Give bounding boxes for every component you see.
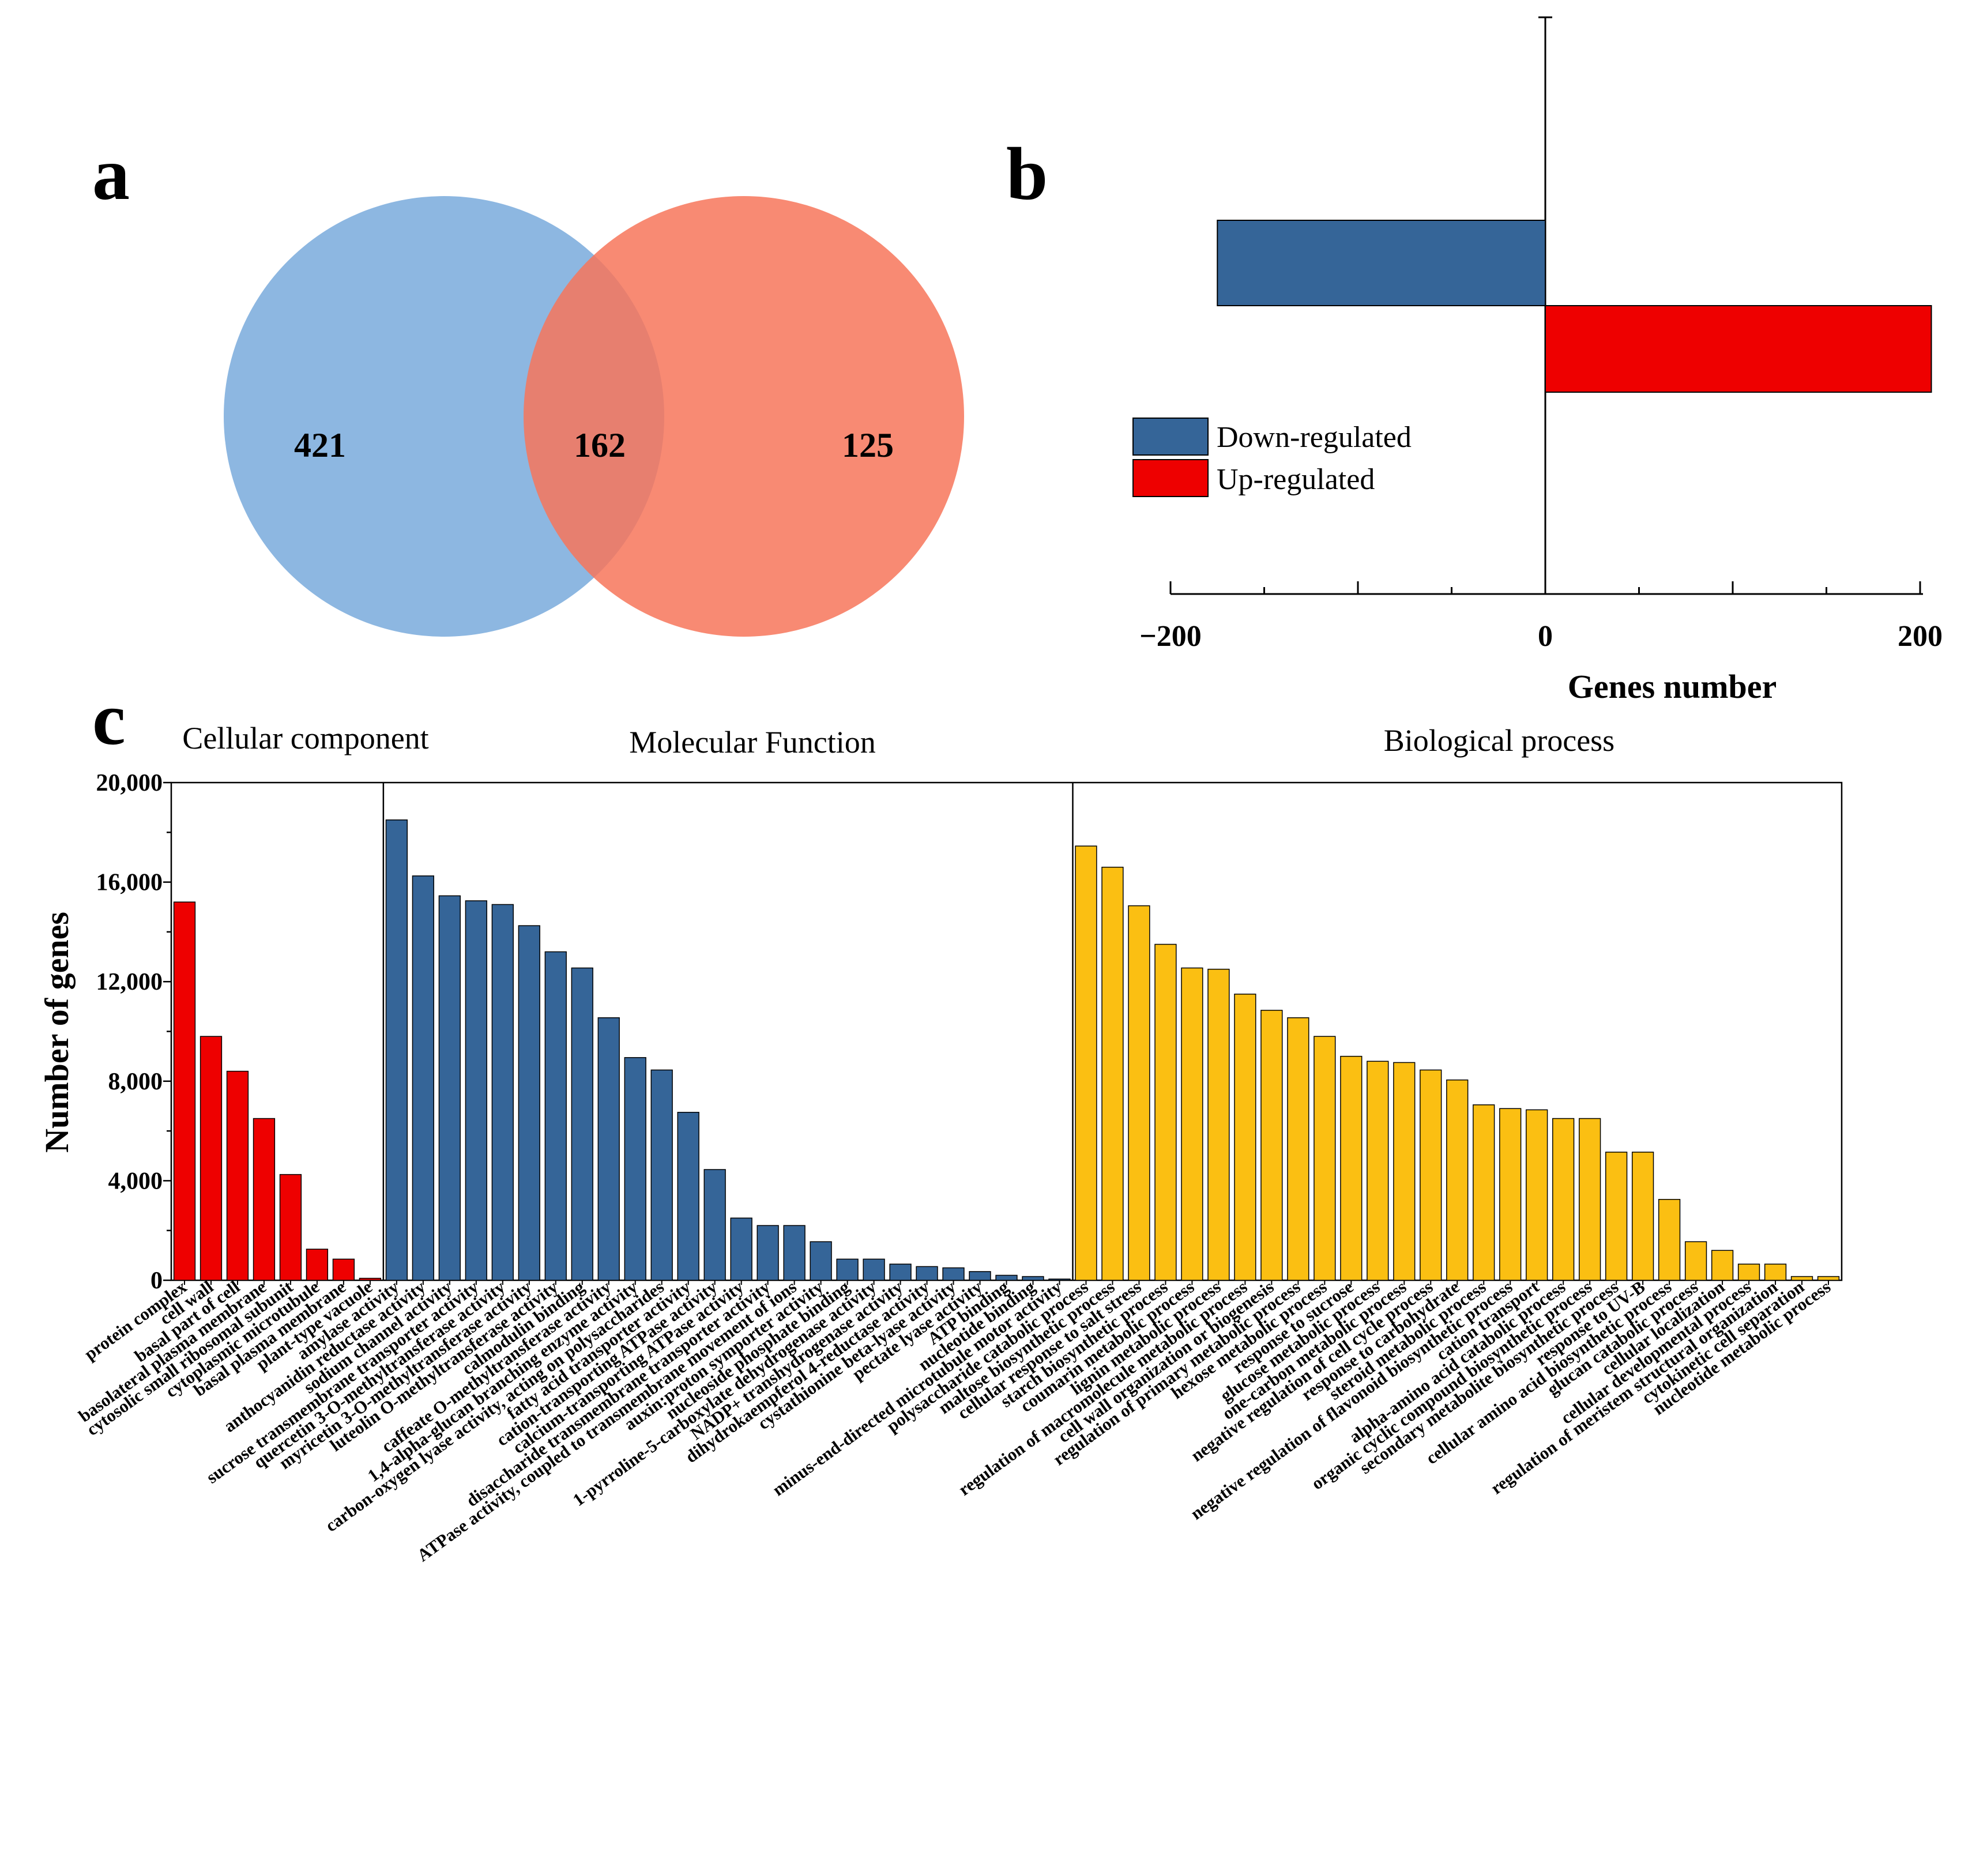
bars-container [173,819,1840,1281]
panel-c-go-bar-chart: c Cellular component Molecular Function … [38,678,1843,1566]
bar-cellular-component [306,1249,329,1281]
bar-biological-process [1420,1069,1442,1281]
panel-b-xtick-label: −200 [1139,620,1202,653]
bar-molecular-function [491,904,514,1281]
y-tick-label: 16,000 [96,870,163,896]
y-tick-label: 12,000 [96,969,163,995]
bar-biological-process [1446,1079,1469,1281]
group-title-biological-process: Biological process [1384,723,1615,758]
y-tick-label: 4,000 [108,1168,163,1194]
bar-cellular-component [332,1258,355,1281]
bar-biological-process [1631,1152,1654,1281]
panel-a-letter: a [92,133,130,216]
venn-intersection-count: 162 [574,426,626,464]
bar-molecular-function [412,875,434,1281]
bar-cellular-component [253,1118,276,1281]
bar-molecular-function [465,900,487,1281]
group-title-molecular-function: Molecular Function [629,725,875,760]
bar-biological-process [1605,1152,1628,1281]
panel-b-letter: b [1006,133,1048,216]
bar-molecular-function [757,1225,779,1281]
panel-c-letter: c [92,678,126,761]
bar-biological-process [1234,994,1256,1281]
bar-cellular-component [226,1070,249,1281]
bar-biological-process [1260,1010,1283,1281]
bar-biological-process [1101,866,1124,1281]
bar-molecular-function [863,1258,885,1281]
panel-b-legend: Down-regulated Up-regulated [1132,418,1412,497]
bar-cellular-component [173,901,196,1281]
venn-right-only-count: 125 [842,426,894,464]
bar-cellular-component [279,1174,302,1281]
panel-b-xtick-label: 200 [1898,620,1943,653]
bar-biological-process [1711,1250,1734,1281]
panel-b-x-axis-title: Genes number [1568,668,1777,705]
bar-biological-process [1393,1062,1416,1281]
panel-b-tick-marks [1169,581,1921,594]
bar-biological-process [1579,1118,1601,1281]
bar-biological-process [1552,1118,1575,1281]
bar-molecular-function [650,1069,673,1281]
down-regulated-bar [1217,220,1546,306]
bar-molecular-function [571,967,593,1281]
bar-molecular-function [730,1217,752,1281]
bar-molecular-function [889,1264,912,1281]
legend-swatch-up-regulated [1132,459,1209,497]
bar-biological-process [1181,967,1203,1281]
bar-biological-process [1473,1104,1495,1281]
bar-biological-process [1684,1241,1707,1281]
bar-biological-process [1367,1061,1389,1281]
bar-biological-process [1314,1036,1336,1281]
bar-molecular-function [544,951,567,1281]
y-axis-ticks [163,781,171,1281]
up-regulated-bar [1545,305,1932,393]
bar-biological-process [1154,943,1177,1281]
y-axis-title: Number of genes [38,912,76,1153]
bar-molecular-function [438,895,461,1281]
bar-molecular-function [783,1225,806,1281]
panel-a-venn: a 421 162 125 [92,133,964,637]
y-tick-label: 20,000 [96,770,163,796]
bar-molecular-function [385,819,408,1281]
legend-swatch-down-regulated [1132,418,1209,456]
bar-cellular-component [200,1036,223,1281]
bar-biological-process [1287,1017,1309,1281]
bar-molecular-function [836,1258,859,1281]
group-title-cellular-component: Cellular component [182,721,428,755]
bar-biological-process [1075,845,1097,1281]
y-tick-label: 0 [150,1268,163,1294]
bar-biological-process [1499,1108,1522,1281]
bar-biological-process [1658,1199,1681,1281]
panel-b-xtick-label: 0 [1538,620,1553,653]
bar-biological-process [1128,905,1150,1281]
bar-molecular-function [810,1241,832,1281]
legend-label-up-regulated: Up-regulated [1217,463,1375,496]
bar-biological-process [1526,1109,1548,1281]
bar-molecular-function [677,1111,699,1281]
bar-molecular-function [597,1017,620,1281]
bar-molecular-function [624,1057,646,1281]
bar-molecular-function [703,1169,726,1281]
y-tick-label: 8,000 [108,1069,163,1095]
panel-b-bar-chart: b −200 0 200 Genes number Down-regulated… [1006,16,1943,705]
venn-left-only-count: 421 [294,426,346,464]
bar-biological-process [1207,968,1230,1281]
venn-right-circle [524,196,964,637]
bar-biological-process [1340,1055,1363,1281]
bar-molecular-function [518,925,540,1281]
legend-label-down-regulated: Down-regulated [1217,421,1412,454]
